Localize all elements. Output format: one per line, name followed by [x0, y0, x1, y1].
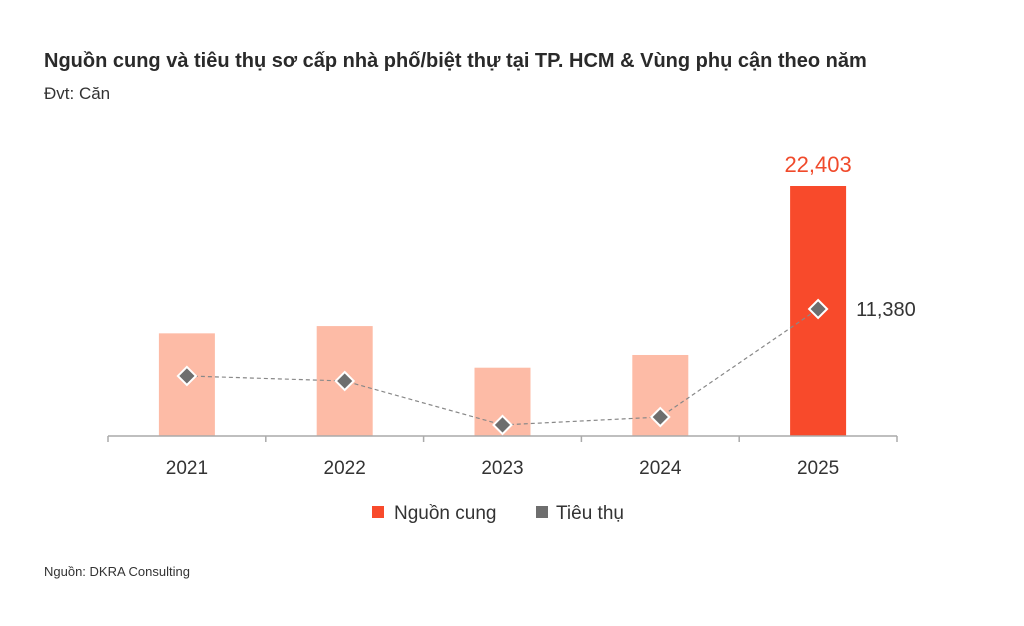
chart-title: Nguồn cung và tiêu thụ sơ cấp nhà phố/bi…	[44, 50, 867, 72]
x-tick-label: 2021	[166, 458, 208, 479]
legend-swatch-tieu-thu	[536, 506, 548, 518]
tieu-thu-line	[186, 308, 819, 426]
x-tick-label: 2025	[797, 458, 839, 479]
line-marker-2022	[334, 370, 356, 392]
bar-data-label: 22,403	[784, 152, 851, 177]
legend-label-tieu-thu: Tiêu thụ	[556, 503, 624, 524]
line-marker-2021	[176, 365, 198, 387]
line-marker-2023	[492, 414, 513, 436]
x-tick-label: 2023	[481, 458, 523, 479]
legend-swatch-nguon-cung	[372, 506, 384, 518]
x-tick-label: 2022	[324, 458, 366, 479]
line-data-label: 11,380	[856, 299, 916, 321]
source-note: Nguồn: DKRA Consulting	[44, 564, 190, 579]
legend-label-nguon-cung: Nguồn cung	[394, 503, 496, 524]
x-tick-label: 2024	[639, 458, 682, 479]
line-marker-2024	[649, 406, 671, 428]
line-marker-2025	[807, 298, 829, 320]
chart-subtitle: Đvt: Căn	[44, 84, 111, 103]
